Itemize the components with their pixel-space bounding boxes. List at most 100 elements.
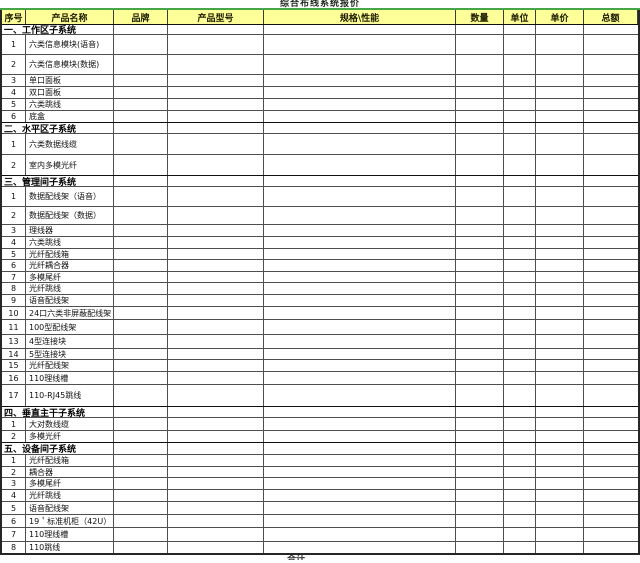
cell-brand[interactable]: [114, 75, 168, 86]
cell-unit-price[interactable]: [536, 418, 584, 430]
cell-qty[interactable]: [456, 123, 504, 133]
cell-model[interactable]: [168, 431, 264, 442]
cell-product-name[interactable]: 语音配线架: [26, 295, 114, 306]
cell-total[interactable]: [584, 335, 638, 348]
cell-serial[interactable]: 3: [2, 75, 26, 86]
cell-total[interactable]: [584, 528, 638, 541]
cell-serial[interactable]: 8: [2, 283, 26, 294]
cell-unit-price[interactable]: [536, 478, 584, 489]
cell-model[interactable]: [168, 467, 264, 477]
cell-spec[interactable]: [264, 272, 456, 282]
cell-unit-price[interactable]: [536, 335, 584, 348]
cell-unit[interactable]: [504, 490, 536, 501]
cell-model[interactable]: [168, 237, 264, 248]
cell-serial[interactable]: 5: [2, 249, 26, 259]
cell-total[interactable]: [584, 360, 638, 371]
cell-unit[interactable]: [504, 295, 536, 306]
cell-brand[interactable]: [114, 249, 168, 259]
cell-model[interactable]: [168, 335, 264, 348]
cell-total[interactable]: [584, 134, 638, 154]
cell-product-name[interactable]: 底盒: [26, 111, 114, 122]
cell-spec[interactable]: [264, 418, 456, 430]
cell-total[interactable]: [584, 478, 638, 489]
cell-serial[interactable]: 16: [2, 372, 26, 384]
cell-serial[interactable]: 8: [2, 542, 26, 553]
cell-product-name[interactable]: 光纤跳线: [26, 283, 114, 294]
cell-qty[interactable]: [456, 283, 504, 294]
cell-qty[interactable]: [456, 75, 504, 86]
cell-brand[interactable]: [114, 134, 168, 154]
cell-brand[interactable]: [114, 155, 168, 175]
cell-unit-price[interactable]: [536, 349, 584, 359]
cell-product-name[interactable]: 光纤耦合器: [26, 260, 114, 271]
cell-spec[interactable]: [264, 249, 456, 259]
cell-unit[interactable]: [504, 176, 536, 186]
cell-serial[interactable]: 14: [2, 349, 26, 359]
cell-model[interactable]: [168, 99, 264, 110]
cell-unit[interactable]: [504, 25, 536, 34]
cell-unit[interactable]: [504, 260, 536, 271]
cell-qty[interactable]: [456, 467, 504, 477]
cell-spec[interactable]: [264, 207, 456, 224]
cell-unit-price[interactable]: [536, 225, 584, 236]
cell-spec[interactable]: [264, 320, 456, 334]
cell-unit[interactable]: [504, 455, 536, 466]
cell-unit[interactable]: [504, 528, 536, 541]
cell-qty[interactable]: [456, 385, 504, 406]
cell-total[interactable]: [584, 515, 638, 527]
cell-unit[interactable]: [504, 111, 536, 122]
cell-serial[interactable]: 5: [2, 502, 26, 514]
cell-model[interactable]: [168, 372, 264, 384]
cell-brand[interactable]: [114, 176, 168, 186]
cell-unit-price[interactable]: [536, 307, 584, 319]
cell-unit-price[interactable]: [536, 283, 584, 294]
cell-brand[interactable]: [114, 283, 168, 294]
cell-qty[interactable]: [456, 335, 504, 348]
cell-unit[interactable]: [504, 207, 536, 224]
cell-unit-price[interactable]: [536, 55, 584, 74]
cell-brand[interactable]: [114, 443, 168, 454]
cell-qty[interactable]: [456, 455, 504, 466]
cell-product-name[interactable]: 光纤配线架: [26, 360, 114, 371]
cell-product-name[interactable]: 数据配线架（语音）: [26, 187, 114, 206]
cell-unit-price[interactable]: [536, 502, 584, 514]
cell-qty[interactable]: [456, 307, 504, 319]
cell-total[interactable]: [584, 25, 638, 34]
cell-total[interactable]: [584, 349, 638, 359]
cell-product-name[interactable]: 语音配线架: [26, 502, 114, 514]
cell-qty[interactable]: [456, 349, 504, 359]
cell-model[interactable]: [168, 225, 264, 236]
cell-model[interactable]: [168, 385, 264, 406]
cell-model[interactable]: [168, 260, 264, 271]
cell-brand[interactable]: [114, 272, 168, 282]
cell-total[interactable]: [584, 99, 638, 110]
cell-unit[interactable]: [504, 418, 536, 430]
cell-unit[interactable]: [504, 443, 536, 454]
cell-brand[interactable]: [114, 237, 168, 248]
cell-product-name[interactable]: 5型连接块: [26, 349, 114, 359]
cell-brand[interactable]: [114, 515, 168, 527]
cell-brand[interactable]: [114, 542, 168, 553]
cell-total[interactable]: [584, 75, 638, 86]
cell-unit-price[interactable]: [536, 249, 584, 259]
cell-qty[interactable]: [456, 360, 504, 371]
cell-unit[interactable]: [504, 372, 536, 384]
cell-model[interactable]: [168, 320, 264, 334]
cell-serial[interactable]: 3: [2, 225, 26, 236]
cell-product-name[interactable]: 室内多模光纤: [26, 155, 114, 175]
cell-unit-price[interactable]: [536, 272, 584, 282]
cell-model[interactable]: [168, 349, 264, 359]
cell-header-product-name[interactable]: 产品名称: [26, 10, 114, 24]
cell-product-name[interactable]: 光纤配线箱: [26, 455, 114, 466]
cell-spec[interactable]: [264, 295, 456, 306]
cell-total[interactable]: [584, 542, 638, 553]
cell-qty[interactable]: [456, 260, 504, 271]
cell-model[interactable]: [168, 123, 264, 133]
cell-brand[interactable]: [114, 455, 168, 466]
cell-brand[interactable]: [114, 187, 168, 206]
cell-model[interactable]: [168, 490, 264, 501]
cell-total[interactable]: [584, 55, 638, 74]
cell-brand[interactable]: [114, 478, 168, 489]
cell-spec[interactable]: [264, 515, 456, 527]
cell-spec[interactable]: [264, 111, 456, 122]
